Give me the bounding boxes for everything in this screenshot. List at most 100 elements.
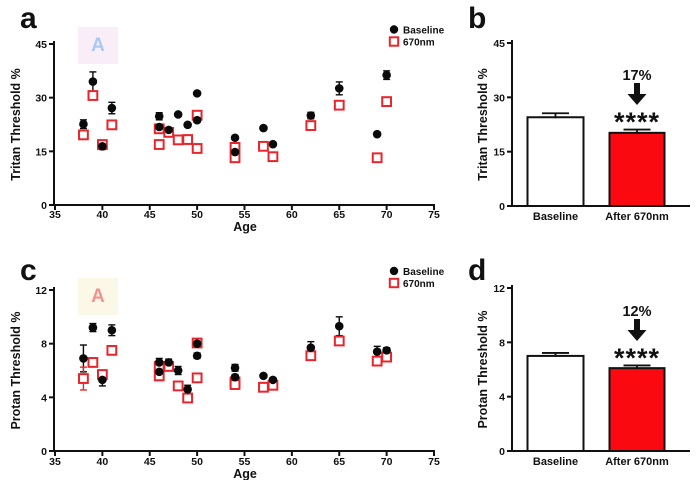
670nm-point [78,373,89,384]
670nm-point [191,143,203,154]
baseline-point [192,339,202,348]
c-axis-labels: 0 4 8 12 35 40 45 50 55 60 65 70 75 Age Protan Thresho… [9,285,440,480]
tritan-age-scatter-chart: 0 15 30 45 35 40 45 50 55 60 65 70 75 Age Tritan Thres… [9,25,445,234]
y-tick-label: 8 [41,339,47,351]
baseline-point [268,139,278,149]
x-tick-label: 40 [97,209,109,221]
after-670nm-bar [608,367,666,452]
670nm-point [78,129,89,141]
a-baseline-points [79,70,391,157]
y-axis-title: Tritan Threshold % [9,68,23,181]
baseline-point [192,115,202,125]
670nm-point [106,119,118,131]
baseline-point [154,358,164,367]
baseline-point [154,111,164,121]
baseline-point [268,375,278,385]
baseline-point [192,351,202,361]
670nm-point [191,372,203,384]
baseline-point [164,125,173,135]
x-tick-label: 75 [428,456,440,468]
x-tick-label: 35 [49,456,61,468]
670nm-point [87,357,99,368]
baseline-point [88,77,98,86]
y-tick-label: 0 [499,446,505,458]
after-670nm-bar [608,131,666,208]
x-axis-title: Age [233,220,257,234]
x-tick-label: 75 [428,209,440,221]
x-tick-label: 50 [191,209,203,221]
panel-a-watermark: A [78,27,118,64]
y-tick-label: 0 [41,446,47,458]
baseline-point [173,110,183,119]
x-tick-label: 45 [144,209,156,221]
baseline-point [230,363,240,373]
y-tick-label: 30 [35,93,47,105]
baseline-point [79,354,88,363]
bar-error [542,112,569,119]
b-axis-labels: 0 15 30 45 Tritan Threshold % [476,38,505,213]
670nm-point [182,392,194,404]
baseline-point [107,325,117,335]
baseline-point [382,70,391,80]
bar-error [623,128,651,134]
baseline-point [88,323,98,332]
protan-age-scatter-chart: 0 4 8 12 35 40 45 50 55 60 65 70 75 Age Protan Thresho… [9,266,445,480]
legend-baseline-marker [389,266,399,276]
670nm-point [371,355,383,367]
y-axis-title: Protan Threshold % [9,311,23,429]
670nm-point [333,335,345,347]
a-axes [49,41,435,210]
y-tick-label: 12 [35,285,47,297]
baseline-point [164,358,173,367]
x-tick-label: 70 [381,456,393,468]
baseline-point [372,129,382,139]
670nm-point [267,151,279,163]
y-axis-title: Protan Threshold % [476,310,490,428]
y-tick-label: 45 [493,38,505,50]
670nm-point [305,350,317,362]
x-tick-label: 35 [49,209,61,221]
baseline-point [98,375,107,385]
percent-change-label: 17% [622,68,651,84]
670nm-point [371,152,383,164]
670nm-point [172,134,184,146]
670nm-point [381,96,393,108]
y-axis-title: Tritan Threshold % [476,68,490,181]
baseline-point [230,372,240,382]
tritan-bar-chart: 0 15 30 45 Tritan Threshold % Baseline After 6… [476,38,690,223]
c-axes [49,287,435,456]
panel-a-watermark-letter: A [91,34,105,56]
baseline-point [259,371,268,381]
670nm-point [106,344,118,356]
legend-670nm-marker [388,277,400,289]
down-arrow-icon [627,83,647,105]
baseline-point [192,89,202,98]
down-arrow-icon [627,319,647,341]
significance-stars: **** [614,107,660,137]
y-tick-label: 8 [499,337,505,349]
panel-d-letter: d [468,254,487,287]
x-axis-title: Age [233,467,257,480]
y-tick-label: 45 [35,39,47,51]
d-axis-labels: 0 4 8 12 Protan Threshold % [476,283,505,458]
panel-b-letter: b [468,2,487,35]
x-tick-label: 60 [286,209,298,221]
y-tick-label: 0 [499,201,505,213]
x-tick-label: 45 [144,456,156,468]
category-label: After 670nm [605,211,669,223]
c-baseline-points [79,321,391,394]
x-tick-label: 55 [239,456,251,468]
x-tick-label: 55 [239,209,251,221]
legend-baseline-marker [389,25,399,34]
y-tick-label: 30 [493,92,505,104]
x-tick-label: 40 [97,456,109,468]
y-tick-label: 15 [493,147,505,159]
x-tick-label: 60 [286,456,298,468]
baseline-point [230,147,240,157]
x-tick-label: 70 [381,209,393,221]
panel-c-watermark: A [78,278,118,315]
panel-a-letter: a [20,2,37,35]
significance-stars: **** [614,343,660,373]
